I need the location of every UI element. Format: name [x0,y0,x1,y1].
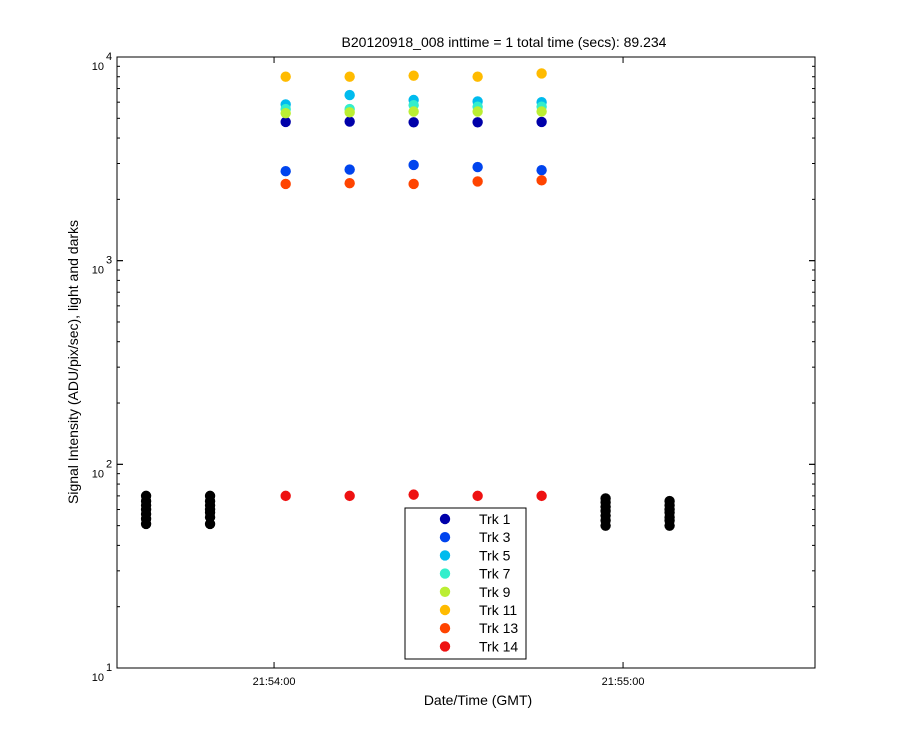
legend-marker-trk-5 [439,550,451,561]
legend-marker-trk-3 [439,532,451,543]
legend-marker-trk-7 [439,568,451,579]
point-trk-1 [344,116,355,127]
point-trk-11 [472,71,483,82]
point-trk-13 [536,175,547,186]
y-tick-exponent: 4 [106,51,112,63]
point-trk-13 [408,178,419,190]
x-axis-ticks: 21:54:00 21:55:00 [253,57,645,688]
legend-label-trk-11: Trk 11 [479,602,517,618]
legend-marker-trk-1 [439,513,451,525]
point-trk-3 [472,161,483,173]
legend-marker-trk-13 [439,623,451,634]
y-axis-title: Signal Intensity (ADU/pix/sec), light an… [65,220,81,504]
light-series [280,68,547,502]
y-tick-label: 10 [92,265,104,277]
legend-label-trk-3: Trk 3 [479,529,511,545]
point-trk-11 [280,71,291,82]
point-trk-9 [536,106,547,117]
legend-marker-trk-14 [439,641,451,652]
point-trk-1 [280,116,291,128]
point-trk-3 [536,165,547,176]
chart-title: B20120918_008 inttime = 1 total time (se… [342,34,667,50]
y-tick-exponent: 2 [106,458,112,470]
y-tick-exponent: 1 [106,662,112,674]
legend-label-trk-1: Trk 1 [479,511,511,527]
y-tick-label: 10 [92,468,104,480]
dark-point [140,490,152,502]
dark-measurements [140,490,675,531]
point-trk-1 [536,116,547,128]
dark-point [204,490,216,502]
legend-marker-trk-11 [439,604,451,616]
y-tick-exponent: 3 [106,255,112,267]
x-tick-label: 21:55:00 [602,676,645,688]
point-trk-13 [344,178,355,189]
legend-label-trk-5: Trk 5 [479,547,511,563]
point-trk-3 [280,165,291,177]
point-trk-9 [280,107,291,119]
y-tick-label: 10 [92,61,104,73]
point-trk-1 [472,117,483,128]
point-trk-11 [344,71,355,82]
legend-label-trk-9: Trk 9 [479,584,511,600]
point-trk-3 [344,164,355,175]
point-trk-5 [344,89,355,101]
y-tick-label: 10 [92,672,104,684]
legend-label-trk-7: Trk 7 [479,566,511,582]
point-trk-3 [408,159,419,171]
point-trk-14 [408,489,419,500]
dark-point [600,493,611,504]
point-trk-13 [472,176,483,187]
point-trk-13 [280,178,291,190]
legend-box [404,507,527,660]
point-trk-14 [344,490,355,502]
point-trk-1 [408,117,419,128]
dark-point [664,495,675,507]
legend: Trk 1 Trk 3 Trk 5 Trk 7 Trk 9 Trk 11 Trk 13 Trk… [404,507,527,660]
point-trk-9 [472,106,483,117]
point-trk-14 [280,490,291,502]
point-trk-9 [408,106,419,117]
x-tick-label: 21:54:00 [253,676,296,688]
legend-label-trk-14: Trk 14 [479,638,518,654]
legend-label-trk-13: Trk 13 [479,620,518,636]
point-trk-9 [344,107,355,118]
legend-marker-trk-9 [439,586,451,597]
point-trk-11 [408,70,419,81]
point-trk-14 [472,490,483,502]
x-axis-title: Date/Time (GMT) [424,692,532,708]
point-trk-14 [536,490,547,502]
point-trk-11 [536,68,547,79]
